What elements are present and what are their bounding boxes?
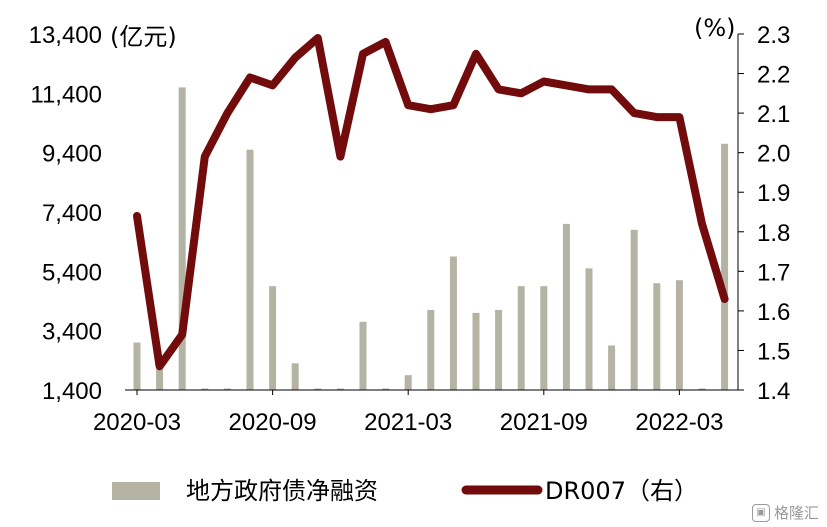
watermark-text: 格隆汇 (773, 504, 819, 522)
left-tick-label: 3,400 (42, 319, 102, 346)
right-tick-label: 1.6 (757, 299, 790, 326)
bar (156, 369, 164, 390)
left-tick-label: 5,400 (42, 259, 102, 286)
bar-series (133, 87, 729, 391)
bar (246, 149, 254, 390)
bar (675, 280, 683, 390)
x-tick-label: 2021-09 (500, 409, 588, 436)
right-tick-label: 1.5 (757, 338, 790, 365)
left-tick-label: 11,400 (30, 81, 102, 108)
bar (449, 256, 457, 390)
right-tick-label: 1.9 (757, 180, 790, 207)
bar (562, 223, 570, 390)
bar (336, 388, 344, 390)
bar (269, 286, 277, 390)
legend-bar-swatch (112, 482, 160, 500)
bar (495, 309, 503, 390)
logo-icon: ▣ (751, 503, 770, 522)
bar (427, 309, 435, 390)
right-tick-label: 1.7 (757, 259, 790, 286)
bar (630, 229, 638, 390)
bar (133, 342, 141, 390)
bar (585, 268, 593, 390)
bar (291, 363, 299, 390)
bar (540, 286, 548, 390)
bar (223, 388, 231, 390)
bar (382, 388, 390, 390)
right-tick-label: 2.0 (757, 141, 790, 168)
bar (721, 143, 729, 390)
right-axis-unit: (%) (694, 14, 736, 42)
left-axis-unit: (亿元) (110, 23, 177, 51)
bar (178, 87, 186, 391)
x-tick-label: 2020-03 (93, 409, 181, 436)
bar (404, 375, 412, 390)
right-tick-label: 2.3 (757, 22, 790, 49)
watermark: ▣ 格隆汇 (751, 502, 819, 523)
left-tick-label: 9,400 (42, 141, 102, 168)
legend-bar-label: 地方政府债净融资 (186, 477, 378, 505)
right-tick-label: 2.2 (757, 62, 790, 89)
bar (608, 345, 616, 390)
left-tick-label: 13,400 (29, 22, 102, 49)
x-tick-label: 2021-03 (364, 409, 452, 436)
line-series-layer (133, 34, 729, 371)
bar (517, 286, 525, 390)
bar (472, 312, 480, 390)
right-tick-label: 1.8 (757, 220, 790, 247)
legend: 地方政府债净融资 DR007（右） (112, 477, 698, 505)
right-tick-label: 2.1 (757, 101, 790, 128)
right-tick-label: 1.4 (757, 378, 790, 405)
bar (359, 321, 367, 390)
bar (698, 388, 706, 390)
bar (201, 388, 209, 390)
left-axis-ticks: 13,400 11,400 9,400 7,400 5,400 3,400 1,400 (29, 22, 102, 405)
x-tick-label: 2022-03 (635, 409, 723, 436)
bar (653, 283, 661, 390)
x-tick-label: 2020-09 (229, 409, 317, 436)
left-tick-label: 7,400 (42, 200, 102, 227)
x-axis-ticks: 2020-03 2020-09 2021-03 2021-09 2022-03 (93, 390, 723, 436)
left-tick-label: 1,400 (42, 378, 102, 405)
bar (314, 388, 322, 390)
right-axis-ticks: 2.3 2.2 2.1 2.0 1.9 1.8 1.7 1.6 1.5 1.4 (737, 22, 790, 405)
legend-line-label: DR007（右） (545, 477, 698, 505)
